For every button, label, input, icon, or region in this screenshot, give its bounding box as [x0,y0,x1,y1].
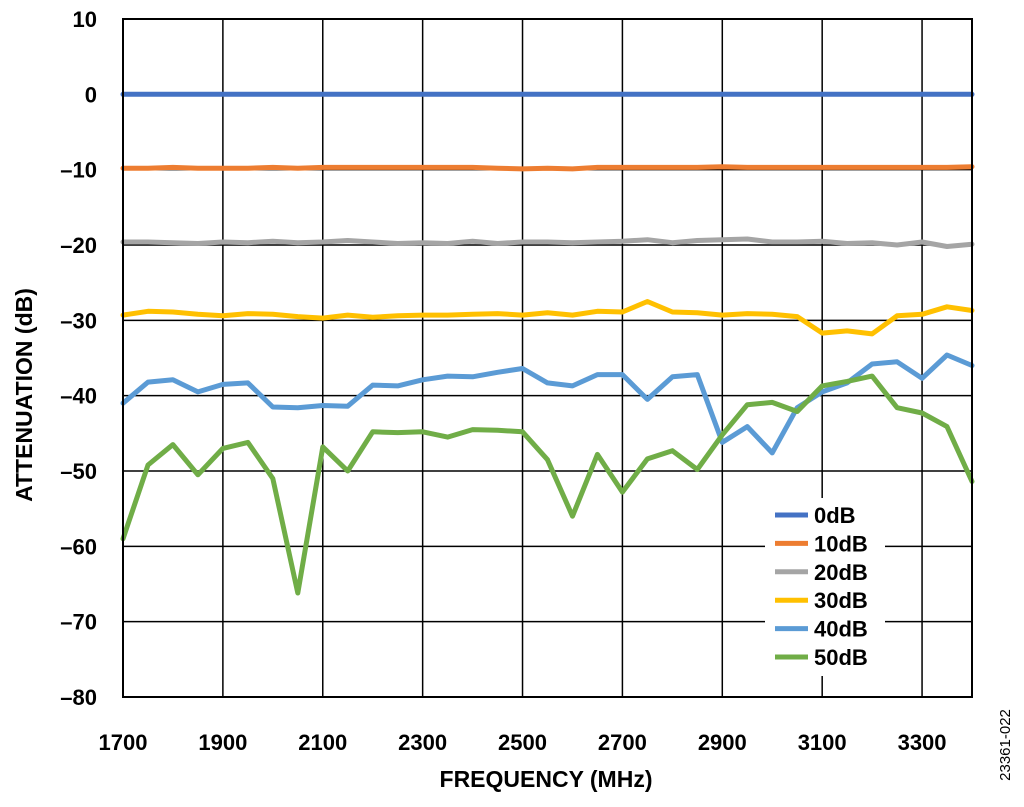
y-tick-label: –40 [60,384,97,409]
x-tick-label: 3100 [798,730,847,755]
y-tick-label: 10 [73,7,97,32]
series-line-40dB [120,352,975,456]
y-axis-title: ATTENUATION (dB) [11,288,37,502]
y-tick-label: –10 [60,158,97,183]
x-tick-label: 3300 [898,730,947,755]
x-tick-label: 2700 [598,730,647,755]
x-axis-title: FREQUENCY (MHz) [440,766,653,792]
x-tick-label: 2900 [698,730,747,755]
y-tick-label: –60 [60,534,97,559]
y-tick-label: –30 [60,308,97,333]
legend-label: 40dB [814,617,868,642]
y-tick-labels: 10 0 –10 –20 –30 –40 –50 –60 –70 –80 [60,7,97,710]
series-line-50dB [120,373,975,596]
x-tick-label: 1700 [99,730,148,755]
y-tick-label: 0 [85,82,97,107]
legend: 0dB 10dB 20dB 30dB 40dB 50dB [765,498,885,676]
x-tick-label: 1900 [198,730,247,755]
legend-label: 50dB [814,645,868,670]
series-lines [120,91,975,596]
x-tick-label: 2100 [298,730,347,755]
legend-label: 20dB [814,560,868,585]
series-line-20dB [120,236,975,249]
plot-frame [122,18,973,698]
y-tick-label: –20 [60,233,97,258]
legend-label: 10dB [814,531,868,556]
series-line-30dB [120,299,975,337]
y-tick-label: –80 [60,685,97,710]
series-line-10dB [120,164,975,172]
x-tick-label: 2500 [498,730,547,755]
y-tick-label: –70 [60,610,97,635]
legend-background [765,498,885,676]
x-tick-labels: 1700 1900 2100 2300 2500 2700 2900 3100 3300 [99,730,947,755]
y-tick-label: –50 [60,459,97,484]
x-tick-label: 2300 [398,730,447,755]
legend-label: 0dB [814,503,856,528]
legend-label: 30dB [814,588,868,613]
figure-id: 23361-022 [997,709,1014,781]
